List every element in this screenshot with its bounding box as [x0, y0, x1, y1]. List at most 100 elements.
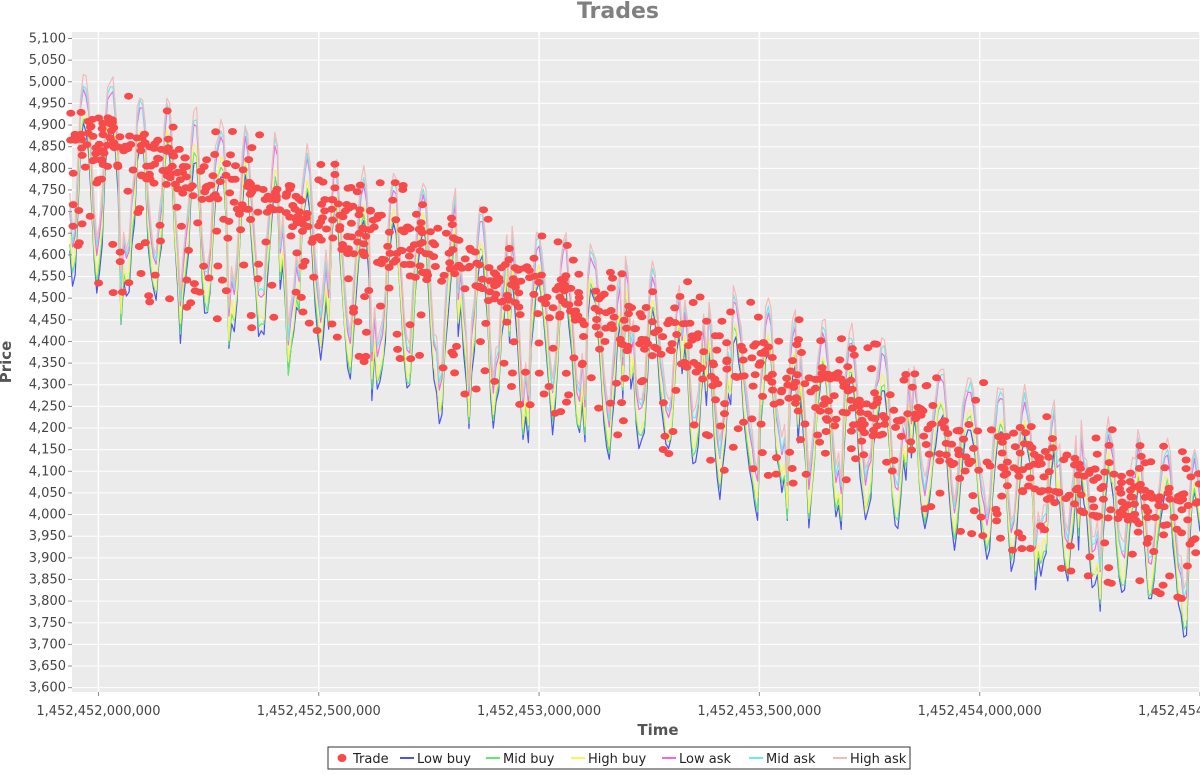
trade-point [1070, 500, 1079, 508]
trade-point [906, 438, 916, 446]
trade-point [782, 374, 792, 382]
trade-point [1159, 531, 1169, 539]
trade-point [109, 124, 119, 132]
trade-point [833, 369, 843, 377]
trade-point [785, 448, 795, 456]
trade-point [327, 196, 337, 204]
trade-point [85, 212, 95, 220]
trade-point [591, 287, 601, 295]
trade-point [416, 311, 426, 319]
trade-point [208, 172, 218, 180]
trade-point [1109, 470, 1119, 478]
trade-point [641, 304, 651, 311]
trade-point [847, 404, 857, 412]
trade-point [607, 321, 616, 329]
trade-point [428, 239, 438, 247]
trade-point [330, 184, 340, 192]
trade-point [813, 431, 823, 439]
trade-point [738, 356, 748, 364]
trade-point [384, 263, 394, 271]
trade-point [1044, 486, 1054, 494]
trade-point [872, 399, 882, 407]
trade-point [1044, 453, 1054, 461]
trade-point [956, 527, 965, 535]
trade-point [698, 375, 708, 383]
trade-point [484, 264, 494, 272]
trade-point [756, 420, 766, 428]
trade-point [511, 265, 521, 273]
trade-point [974, 466, 984, 474]
trade-point [1018, 466, 1028, 474]
trade-point [997, 463, 1007, 471]
trade-point [312, 327, 322, 334]
trade-point [574, 270, 584, 278]
trade-point [243, 183, 252, 190]
trade-point [726, 308, 736, 316]
trade-point [108, 289, 118, 297]
trade-point [448, 246, 458, 254]
trade-point [903, 410, 913, 418]
trade-point [748, 382, 758, 390]
trade-point [594, 404, 604, 412]
trade-point [504, 245, 514, 252]
trade-point [555, 310, 565, 318]
trade-point [184, 246, 193, 254]
trade-point [255, 131, 265, 139]
trade-point [217, 276, 227, 284]
trade-point [267, 281, 277, 289]
trade-point [870, 389, 880, 397]
trade-point [1042, 495, 1052, 503]
trade-point [195, 288, 205, 296]
trade-point [416, 225, 426, 233]
trade-point [301, 214, 311, 222]
trade-point [292, 219, 302, 227]
trade-point [658, 333, 668, 341]
y-tick-label: 4,000 [29, 508, 66, 523]
trade-point [222, 160, 232, 168]
trade-point [837, 335, 846, 343]
trade-point [215, 178, 225, 186]
legend-label-high-buy: High buy [588, 752, 647, 767]
trade-point [447, 221, 457, 229]
trade-point [817, 364, 827, 372]
trade-point [212, 227, 222, 235]
trade-point [722, 365, 732, 373]
y-tick-label: 4,650 [29, 226, 66, 241]
trade-point [263, 192, 273, 200]
trade-point [788, 479, 798, 487]
x-tick-label: 1,452,452,500,000 [257, 704, 381, 719]
trade-point [537, 232, 547, 240]
trade-point [819, 401, 828, 408]
trade-point [855, 402, 864, 410]
trade-point [348, 202, 358, 210]
trade-point [515, 311, 525, 319]
trade-point [995, 433, 1005, 441]
trade-point [1044, 468, 1054, 476]
trade-point [829, 392, 839, 400]
trade-point [395, 355, 405, 362]
trade-point [133, 209, 143, 216]
trade-point [99, 149, 109, 157]
trade-point [288, 202, 298, 209]
trade-point [680, 359, 690, 367]
trade-point [846, 376, 856, 384]
trade-point [410, 273, 420, 281]
trade-point [452, 342, 461, 350]
trade-point [1073, 471, 1083, 479]
trade-point [964, 460, 974, 468]
trade-point [181, 163, 191, 171]
trade-point [986, 426, 996, 434]
trade-point [109, 139, 119, 147]
trade-point [176, 222, 186, 230]
trade-point [1177, 491, 1187, 498]
trade-point [156, 237, 165, 245]
y-tick-label: 5,050 [29, 53, 66, 68]
trade-point [153, 154, 162, 162]
trade-point [68, 201, 78, 209]
trade-point [270, 206, 280, 214]
trade-point [228, 128, 237, 135]
trade-point [1165, 572, 1175, 580]
trade-point [343, 245, 353, 253]
trade-point [1165, 495, 1175, 503]
trade-point [1159, 442, 1169, 450]
